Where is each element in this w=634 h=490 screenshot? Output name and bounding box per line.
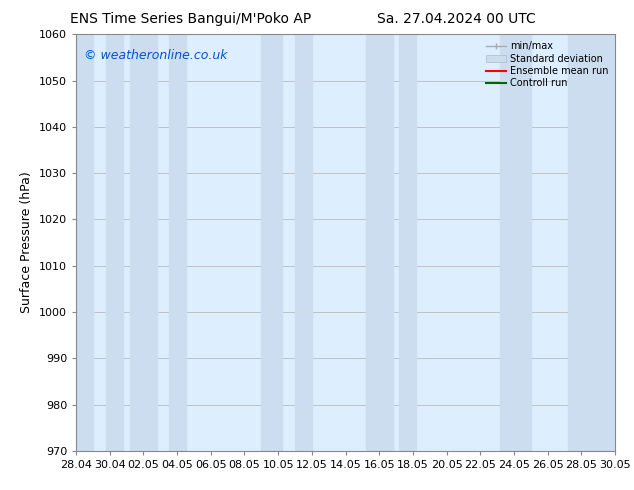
- Bar: [500, 34, 531, 451]
- Legend: min/max, Standard deviation, Ensemble mean run, Controll run: min/max, Standard deviation, Ensemble me…: [484, 39, 610, 90]
- Bar: [169, 34, 186, 451]
- Text: © weatheronline.co.uk: © weatheronline.co.uk: [84, 49, 228, 62]
- Y-axis label: Surface Pressure (hPa): Surface Pressure (hPa): [20, 172, 34, 314]
- Text: ENS Time Series Bangui/M'Poko AP: ENS Time Series Bangui/M'Poko AP: [70, 12, 311, 26]
- Bar: [76, 34, 93, 451]
- Bar: [366, 34, 392, 451]
- Bar: [130, 34, 157, 451]
- Bar: [107, 34, 123, 451]
- Bar: [261, 34, 281, 451]
- Bar: [295, 34, 312, 451]
- Bar: [568, 34, 615, 451]
- Bar: [399, 34, 417, 451]
- Text: Sa. 27.04.2024 00 UTC: Sa. 27.04.2024 00 UTC: [377, 12, 536, 26]
